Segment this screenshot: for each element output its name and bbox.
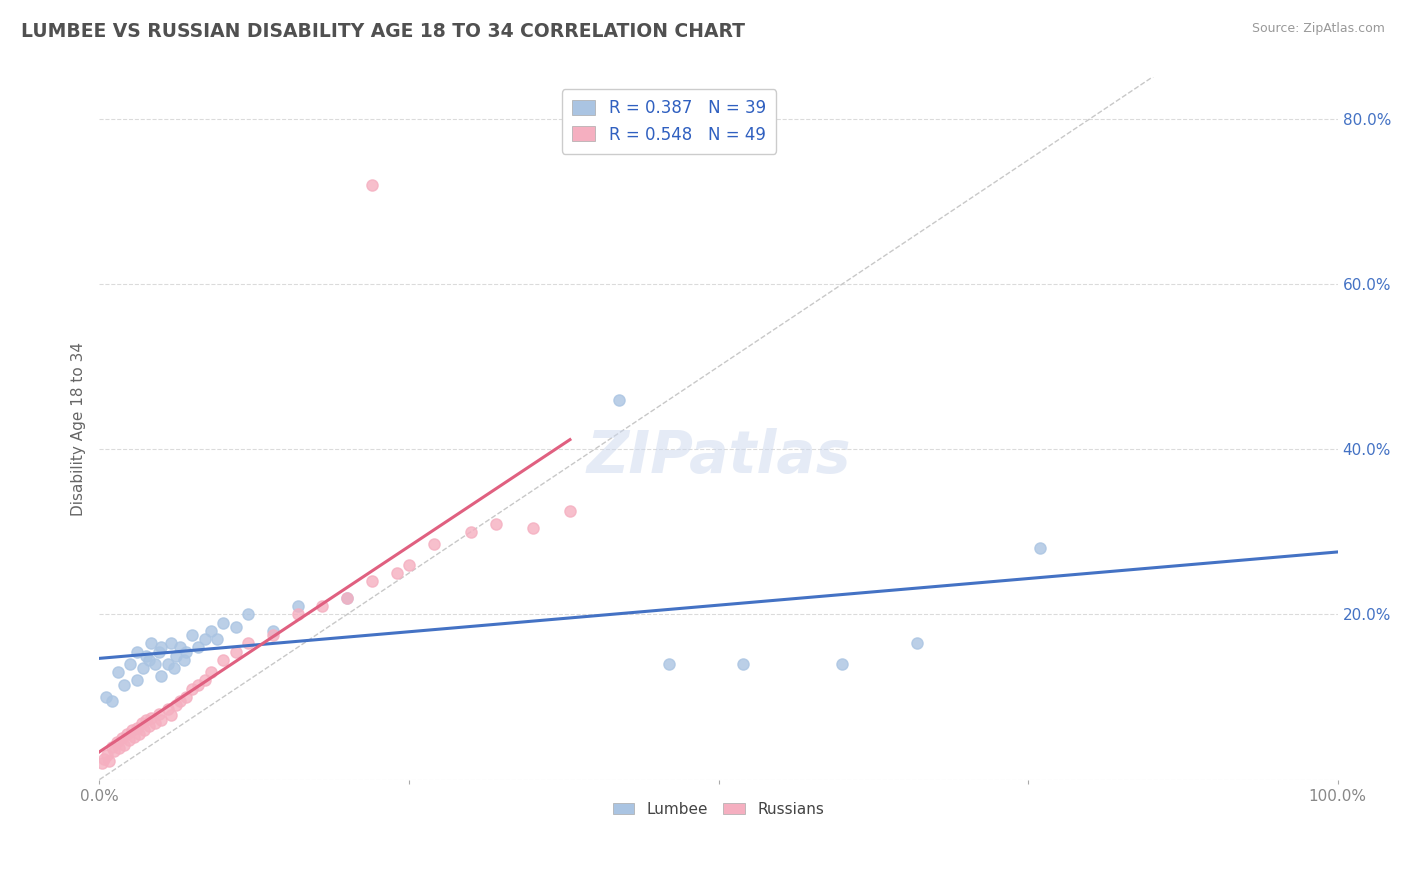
Point: [125, 673, 148, 688]
Point: [150, 640, 173, 655]
Point: [90, 756, 112, 770]
Point: [733, 657, 755, 671]
Point: [212, 615, 235, 630]
Point: [148, 644, 170, 658]
Point: [111, 731, 134, 746]
Point: [558, 504, 581, 518]
Legend: Lumbee, Russians: Lumbee, Russians: [606, 795, 831, 824]
Text: Source: ZipAtlas.com: Source: ZipAtlas.com: [1251, 22, 1385, 36]
Point: [194, 673, 217, 688]
Point: [150, 669, 173, 683]
Point: [609, 392, 631, 407]
Y-axis label: Disability Age 18 to 34: Disability Age 18 to 34: [72, 342, 86, 516]
Point: [169, 640, 191, 655]
Point: [181, 628, 204, 642]
Point: [132, 723, 155, 737]
Point: [120, 657, 142, 671]
Point: [336, 591, 359, 605]
Point: [187, 640, 209, 655]
Point: [1029, 541, 1052, 556]
Point: [187, 677, 209, 691]
Point: [108, 741, 131, 756]
Point: [658, 657, 681, 671]
Point: [143, 657, 166, 671]
Point: [101, 694, 124, 708]
Point: [98, 755, 121, 769]
Point: [112, 738, 135, 752]
Point: [94, 690, 117, 704]
Point: [236, 636, 259, 650]
Point: [141, 636, 163, 650]
Point: [160, 636, 183, 650]
Point: [205, 632, 228, 647]
Point: [422, 537, 444, 551]
Point: [156, 657, 179, 671]
Point: [831, 657, 853, 671]
Point: [905, 636, 928, 650]
Point: [174, 690, 197, 704]
Point: [138, 719, 160, 733]
Point: [360, 178, 382, 192]
Point: [103, 744, 125, 758]
Point: [132, 661, 155, 675]
Text: LUMBEE VS RUSSIAN DISABILITY AGE 18 TO 34 CORRELATION CHART: LUMBEE VS RUSSIAN DISABILITY AGE 18 TO 3…: [21, 22, 745, 41]
Point: [125, 722, 148, 736]
Point: [115, 727, 138, 741]
Point: [143, 716, 166, 731]
Point: [156, 702, 179, 716]
Point: [148, 706, 170, 721]
Point: [169, 694, 191, 708]
Point: [173, 653, 195, 667]
Point: [163, 661, 186, 675]
Point: [122, 730, 145, 744]
Point: [236, 607, 259, 622]
Point: [135, 648, 157, 663]
Point: [181, 681, 204, 696]
Point: [160, 708, 183, 723]
Point: [336, 591, 359, 605]
Point: [138, 653, 160, 667]
Point: [287, 599, 309, 614]
Point: [212, 653, 235, 667]
Point: [287, 607, 309, 622]
Point: [101, 739, 124, 754]
Point: [125, 644, 148, 658]
Text: ZIPatlas: ZIPatlas: [586, 428, 851, 485]
Point: [200, 624, 222, 638]
Point: [522, 521, 544, 535]
Point: [131, 716, 153, 731]
Point: [150, 713, 173, 727]
Point: [398, 558, 420, 572]
Point: [360, 574, 382, 589]
Point: [165, 698, 187, 713]
Point: [385, 566, 408, 580]
Point: [105, 735, 128, 749]
Point: [165, 648, 187, 663]
Point: [128, 727, 150, 741]
Point: [225, 620, 247, 634]
Point: [112, 677, 135, 691]
Point: [141, 711, 163, 725]
Point: [96, 747, 118, 762]
Point: [174, 644, 197, 658]
Point: [135, 713, 157, 727]
Point: [121, 723, 143, 737]
Point: [311, 599, 333, 614]
Point: [460, 524, 482, 539]
Point: [262, 624, 284, 638]
Point: [194, 632, 217, 647]
Point: [200, 665, 222, 680]
Point: [225, 644, 247, 658]
Point: [93, 752, 115, 766]
Point: [485, 516, 508, 531]
Point: [107, 665, 129, 680]
Point: [262, 628, 284, 642]
Point: [118, 733, 141, 747]
